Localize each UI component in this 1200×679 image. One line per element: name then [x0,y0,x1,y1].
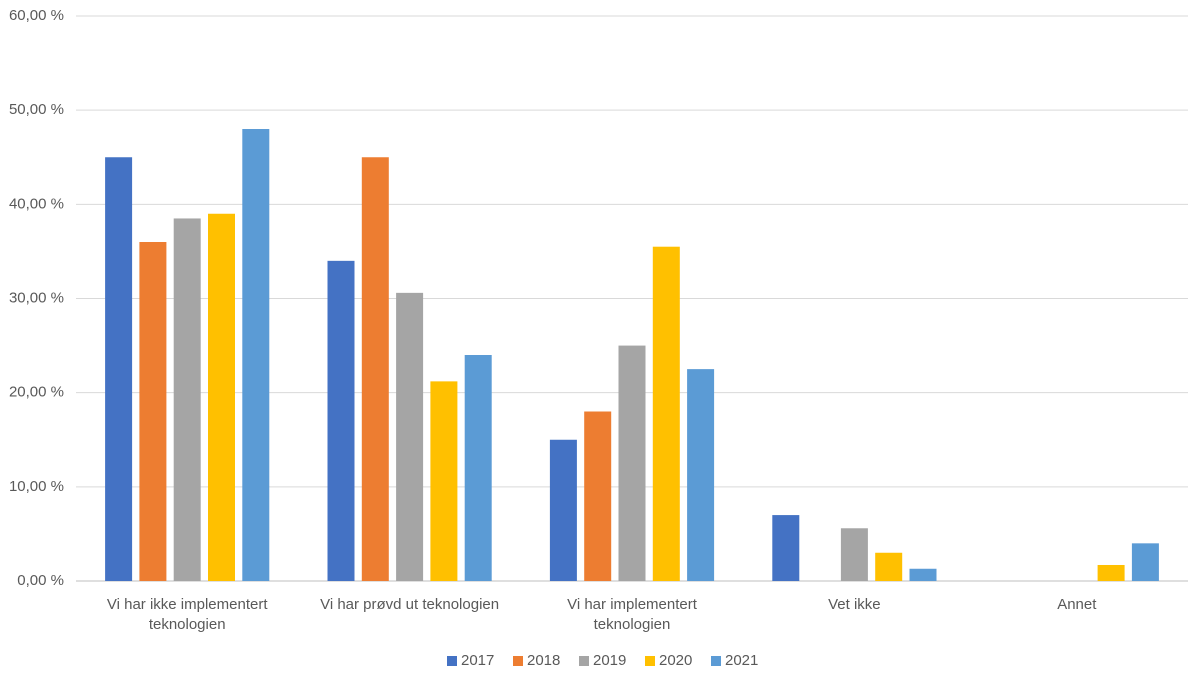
y-tick-label: 20,00 % [9,384,64,401]
bar [618,345,646,581]
x-tick-label: Vi har ikke implementert teknologien [106,596,268,633]
legend-swatch [447,656,457,666]
y-tick-label: 10,00 % [9,478,64,495]
bar [772,515,800,581]
legend-swatch [711,656,721,666]
bar [840,528,868,581]
bar [173,218,201,582]
bar [396,292,424,581]
bar [361,157,389,581]
x-tick-label: Vi har implementert teknologien [567,596,697,633]
bar [208,213,235,581]
legend-label: 2019 [593,652,626,669]
bar [1097,564,1125,581]
legend-label: 2020 [659,652,692,669]
bar [1131,543,1159,581]
bar [687,369,715,581]
bar [242,129,270,581]
bar [584,411,612,581]
bar [652,246,680,582]
legend-label: 2021 [725,652,758,669]
bar [875,552,903,581]
y-tick-label: 0,00 % [17,572,64,589]
y-tick-label: 30,00 % [9,289,64,306]
legend-label: 2017 [461,652,494,669]
bar [464,355,492,581]
legend-swatch [579,656,589,666]
y-tick-label: 50,00 % [9,101,64,118]
y-tick-label: 40,00 % [9,195,64,212]
bar [909,568,937,581]
y-tick-label: 60,00 % [9,7,64,24]
legend-swatch [513,656,523,666]
bar [139,242,167,581]
bar [105,157,133,581]
legend-swatch [645,656,655,666]
bar [430,381,458,581]
legend-label: 2018 [527,652,560,669]
bar [549,439,577,581]
x-tick-label: Vi har prøvd ut teknologien [320,596,500,613]
bar [327,260,355,581]
x-tick-label: Annet [1057,596,1097,613]
x-tick-label: Vet ikke [828,596,881,613]
